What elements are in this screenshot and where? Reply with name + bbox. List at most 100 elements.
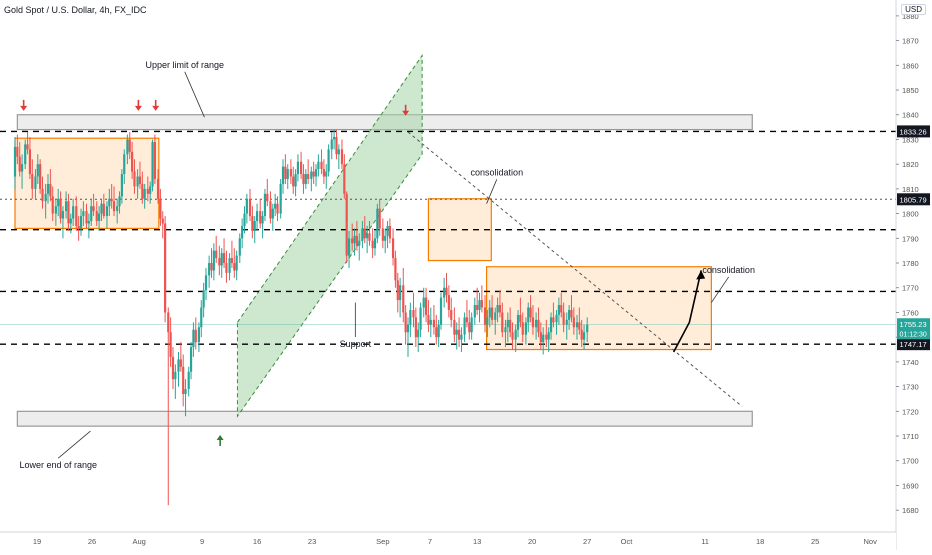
candle-body [361,228,364,241]
time-tick-label: 13 [473,537,481,546]
candle-body [547,332,550,340]
candle-body [100,203,103,214]
candle-body [439,297,443,325]
candle-body [24,144,27,165]
consolidation-box-1 [427,198,492,262]
candle-body [562,312,565,325]
time-tick-label: 9 [200,537,204,546]
candle-body [161,218,164,224]
candle-body [498,305,502,313]
candle-body [120,174,123,197]
candle-body [276,203,279,214]
candle-body [463,317,466,335]
time-tick-label: 26 [88,537,96,546]
time-tick-label: 25 [811,537,819,546]
candle-body [110,198,113,202]
candle-body [427,314,430,325]
candle-body [549,317,553,333]
candle-body [36,164,39,177]
candle-body [108,198,111,207]
descending-trendline [407,131,743,407]
candle-body [292,176,295,187]
candle-body [169,332,172,357]
price-level-badge [897,193,930,206]
candle-body [524,322,527,335]
candle-body [586,324,589,333]
candle-body [545,334,548,340]
candle-body [304,174,307,184]
candle-body [251,216,254,231]
candle-body [460,334,463,340]
price-tick-label: 1800 [902,210,919,219]
candle-body [376,208,379,239]
candle-body [384,235,387,241]
candle-body [535,319,538,328]
candle-body [75,206,78,226]
price-axis[interactable] [896,0,932,550]
candle-body [79,216,83,229]
candle-body [255,211,259,222]
candle-body [555,314,558,323]
candle-body [200,307,203,328]
candle-body [46,183,50,194]
time-tick-label: Sep [376,537,389,546]
candle-body [578,322,581,330]
candle-body [557,305,561,315]
candle-body [85,211,88,224]
candle-body [187,371,190,390]
consolidation-box-2 [485,266,712,351]
down-arrow-head [402,110,410,116]
time-tick-label: Oct [621,537,634,546]
candle-body [149,186,152,194]
candle-body [92,206,95,212]
candle-body [537,319,540,333]
candle-body [143,188,146,199]
candle-body [478,300,481,310]
price-tick-label: 1730 [902,383,919,392]
candle-body [470,317,473,333]
candle-body [286,169,289,179]
candle-body [312,171,315,177]
candle-body [174,371,177,380]
candle-body [82,211,85,217]
candle-body [388,225,392,239]
candle-body [363,228,366,239]
candle-body [118,196,121,207]
candle-body [429,319,432,325]
candle-body [153,141,156,179]
candle-body [572,317,575,328]
time-tick-label: 7 [428,537,432,546]
candle-body [552,317,555,323]
candle-body [59,198,62,219]
candle-body [208,263,211,276]
candle-body [263,193,267,217]
candle-body [358,240,361,246]
price-tick-label: 1680 [902,506,919,515]
time-axis[interactable] [0,532,896,550]
candle-body [353,235,356,244]
candle-body [179,359,182,367]
candle-body [527,307,530,323]
price-tick-label: 1790 [902,234,919,243]
annotation-label: Lower end of range [19,460,97,470]
candle-body [18,156,21,172]
price-tick-label: 1870 [902,37,919,46]
candle-body [28,149,32,175]
ascending-channel [236,53,423,418]
candle-body [243,213,246,226]
candle-body [486,317,489,325]
candle-body [406,324,410,333]
current-price-badge [897,318,930,340]
current-price-label: 1755.23 [900,320,927,329]
candle-body [310,171,313,179]
candle-body [271,208,274,219]
symbol-header: Gold Spot / U.S. Dollar, 4h, FX_IDC [4,5,147,15]
candle-body [97,213,101,222]
candle-body [468,322,471,333]
candle-body [204,275,208,291]
candle-body [274,203,277,209]
candle-body [455,329,458,335]
candle-body [95,211,98,222]
